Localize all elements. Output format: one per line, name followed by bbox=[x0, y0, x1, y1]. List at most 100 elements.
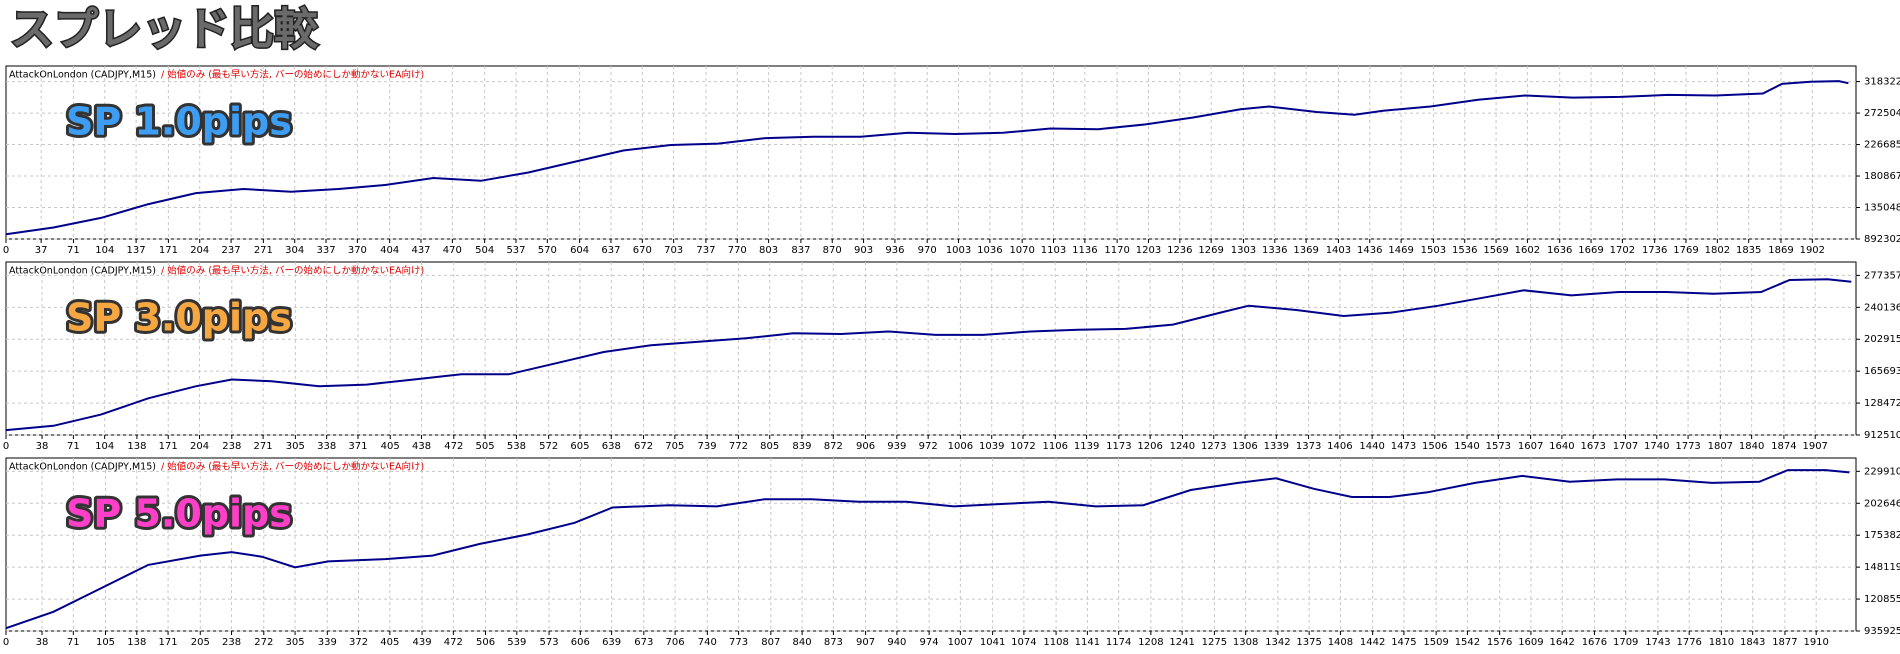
x-tick-label: 1342 bbox=[1265, 637, 1290, 648]
x-tick-label: 803 bbox=[759, 245, 778, 256]
chart-subtitle: / 始値のみ (最も早い方法, バーの始めにしか動かないEA向け) bbox=[161, 461, 424, 473]
x-tick-label: 405 bbox=[380, 637, 399, 648]
x-tick-label: 1308 bbox=[1233, 637, 1258, 648]
x-tick-label: 1369 bbox=[1293, 245, 1318, 256]
x-tick-label: 1902 bbox=[1800, 245, 1825, 256]
x-tick-label: 71 bbox=[67, 441, 80, 452]
x-tick-label: 404 bbox=[380, 245, 399, 256]
y-tick-label: 1284723 bbox=[1864, 398, 1900, 409]
y-tick-label: 1656937 bbox=[1864, 366, 1900, 377]
x-tick-label: 1273 bbox=[1201, 441, 1226, 452]
x-tick-label: 372 bbox=[349, 637, 368, 648]
x-tick-label: 1108 bbox=[1043, 637, 1068, 648]
x-tick-label: 38 bbox=[36, 637, 49, 648]
x-tick-label: 1103 bbox=[1041, 245, 1066, 256]
x-tick-label: 205 bbox=[191, 637, 210, 648]
x-tick-label: 906 bbox=[856, 441, 875, 452]
x-tick-label: 1003 bbox=[946, 245, 971, 256]
x-tick-label: 572 bbox=[539, 441, 558, 452]
x-tick-label: 1573 bbox=[1486, 441, 1511, 452]
page-title: スプレッド比較 bbox=[10, 4, 319, 55]
chart-subtitle: / 始値のみ (最も早い方法, バーの始めにしか動かないEA向け) bbox=[161, 265, 424, 277]
x-tick-label: 438 bbox=[412, 441, 431, 452]
x-tick-label: 1769 bbox=[1673, 245, 1698, 256]
x-tick-label: 104 bbox=[95, 245, 114, 256]
chart-label: AttackOnLondon (CADJPY,M15) bbox=[9, 70, 156, 81]
x-tick-label: 1640 bbox=[1549, 441, 1574, 452]
x-tick-label: 1669 bbox=[1578, 245, 1603, 256]
x-tick-label: 1074 bbox=[1011, 637, 1036, 648]
y-tick-label: 2725044 bbox=[1864, 108, 1900, 119]
x-tick-label: 1642 bbox=[1549, 637, 1574, 648]
x-tick-label: 1569 bbox=[1483, 245, 1508, 256]
x-tick-label: 970 bbox=[918, 245, 937, 256]
y-tick-label: 2299101 bbox=[1864, 466, 1900, 477]
x-tick-label: 1843 bbox=[1740, 637, 1765, 648]
x-tick-label: 1503 bbox=[1421, 245, 1446, 256]
x-tick-label: 637 bbox=[601, 245, 620, 256]
x-tick-label: 1602 bbox=[1515, 245, 1540, 256]
x-tick-label: 1170 bbox=[1104, 245, 1129, 256]
equity-line bbox=[5, 80, 1849, 236]
x-tick-label: 204 bbox=[190, 245, 209, 256]
x-tick-label: 1106 bbox=[1043, 441, 1068, 452]
x-tick-label: 472 bbox=[444, 637, 463, 648]
x-tick-label: 773 bbox=[729, 637, 748, 648]
y-tick-label: 1481190 bbox=[1864, 562, 1900, 573]
x-tick-label: 38 bbox=[36, 441, 49, 452]
x-tick-label: 573 bbox=[540, 637, 559, 648]
x-tick-label: 505 bbox=[476, 441, 495, 452]
x-tick-label: 1469 bbox=[1388, 245, 1413, 256]
x-tick-label: 1336 bbox=[1262, 245, 1287, 256]
x-tick-label: 1840 bbox=[1739, 441, 1764, 452]
x-tick-label: 405 bbox=[381, 441, 400, 452]
x-tick-label: 1072 bbox=[1010, 441, 1035, 452]
x-tick-label: 1743 bbox=[1645, 637, 1670, 648]
y-tick-label: 892302 bbox=[1864, 234, 1900, 245]
x-tick-label: 940 bbox=[887, 637, 906, 648]
x-tick-label: 1740 bbox=[1644, 441, 1669, 452]
x-tick-label: 339 bbox=[318, 637, 337, 648]
x-tick-label: 204 bbox=[190, 441, 209, 452]
x-tick-label: 371 bbox=[348, 441, 367, 452]
x-tick-label: 138 bbox=[127, 441, 146, 452]
x-tick-label: 1303 bbox=[1231, 245, 1256, 256]
x-tick-label: 972 bbox=[919, 441, 938, 452]
x-tick-label: 772 bbox=[729, 441, 748, 452]
equity-line bbox=[5, 278, 1852, 432]
x-tick-label: 839 bbox=[792, 441, 811, 452]
x-tick-label: 1039 bbox=[979, 441, 1004, 452]
x-tick-label: 1702 bbox=[1610, 245, 1635, 256]
x-tick-label: 1609 bbox=[1518, 637, 1543, 648]
y-tick-label: 1808673 bbox=[1864, 171, 1900, 182]
x-tick-label: 1006 bbox=[948, 441, 973, 452]
x-tick-label: 770 bbox=[728, 245, 747, 256]
x-tick-label: 1403 bbox=[1326, 245, 1351, 256]
spread-annotation: SP 1.0pips bbox=[66, 100, 292, 144]
plot-frame bbox=[5, 261, 1857, 436]
x-tick-label: 71 bbox=[67, 637, 80, 648]
x-tick-label: 1707 bbox=[1613, 441, 1638, 452]
x-tick-label: 606 bbox=[571, 637, 590, 648]
x-tick-label: 1240 bbox=[1170, 441, 1195, 452]
x-tick-label: 1139 bbox=[1074, 441, 1099, 452]
x-tick-label: 1536 bbox=[1452, 245, 1477, 256]
x-tick-label: 807 bbox=[761, 637, 780, 648]
x-tick-label: 338 bbox=[317, 441, 336, 452]
x-tick-label: 1509 bbox=[1423, 637, 1448, 648]
x-tick-label: 604 bbox=[570, 245, 589, 256]
x-tick-label: 1802 bbox=[1705, 245, 1730, 256]
x-tick-label: 1141 bbox=[1075, 637, 1100, 648]
x-tick-label: 1835 bbox=[1736, 245, 1761, 256]
x-tick-label: 1269 bbox=[1198, 245, 1223, 256]
x-tick-label: 840 bbox=[793, 637, 812, 648]
x-tick-label: 105 bbox=[96, 637, 115, 648]
x-tick-label: 537 bbox=[506, 245, 525, 256]
x-tick-label: 1877 bbox=[1772, 637, 1797, 648]
x-tick-label: 1436 bbox=[1357, 245, 1382, 256]
x-tick-label: 706 bbox=[666, 637, 685, 648]
x-tick-label: 1136 bbox=[1072, 245, 1097, 256]
x-tick-label: 337 bbox=[316, 245, 335, 256]
x-tick-label: 437 bbox=[411, 245, 430, 256]
